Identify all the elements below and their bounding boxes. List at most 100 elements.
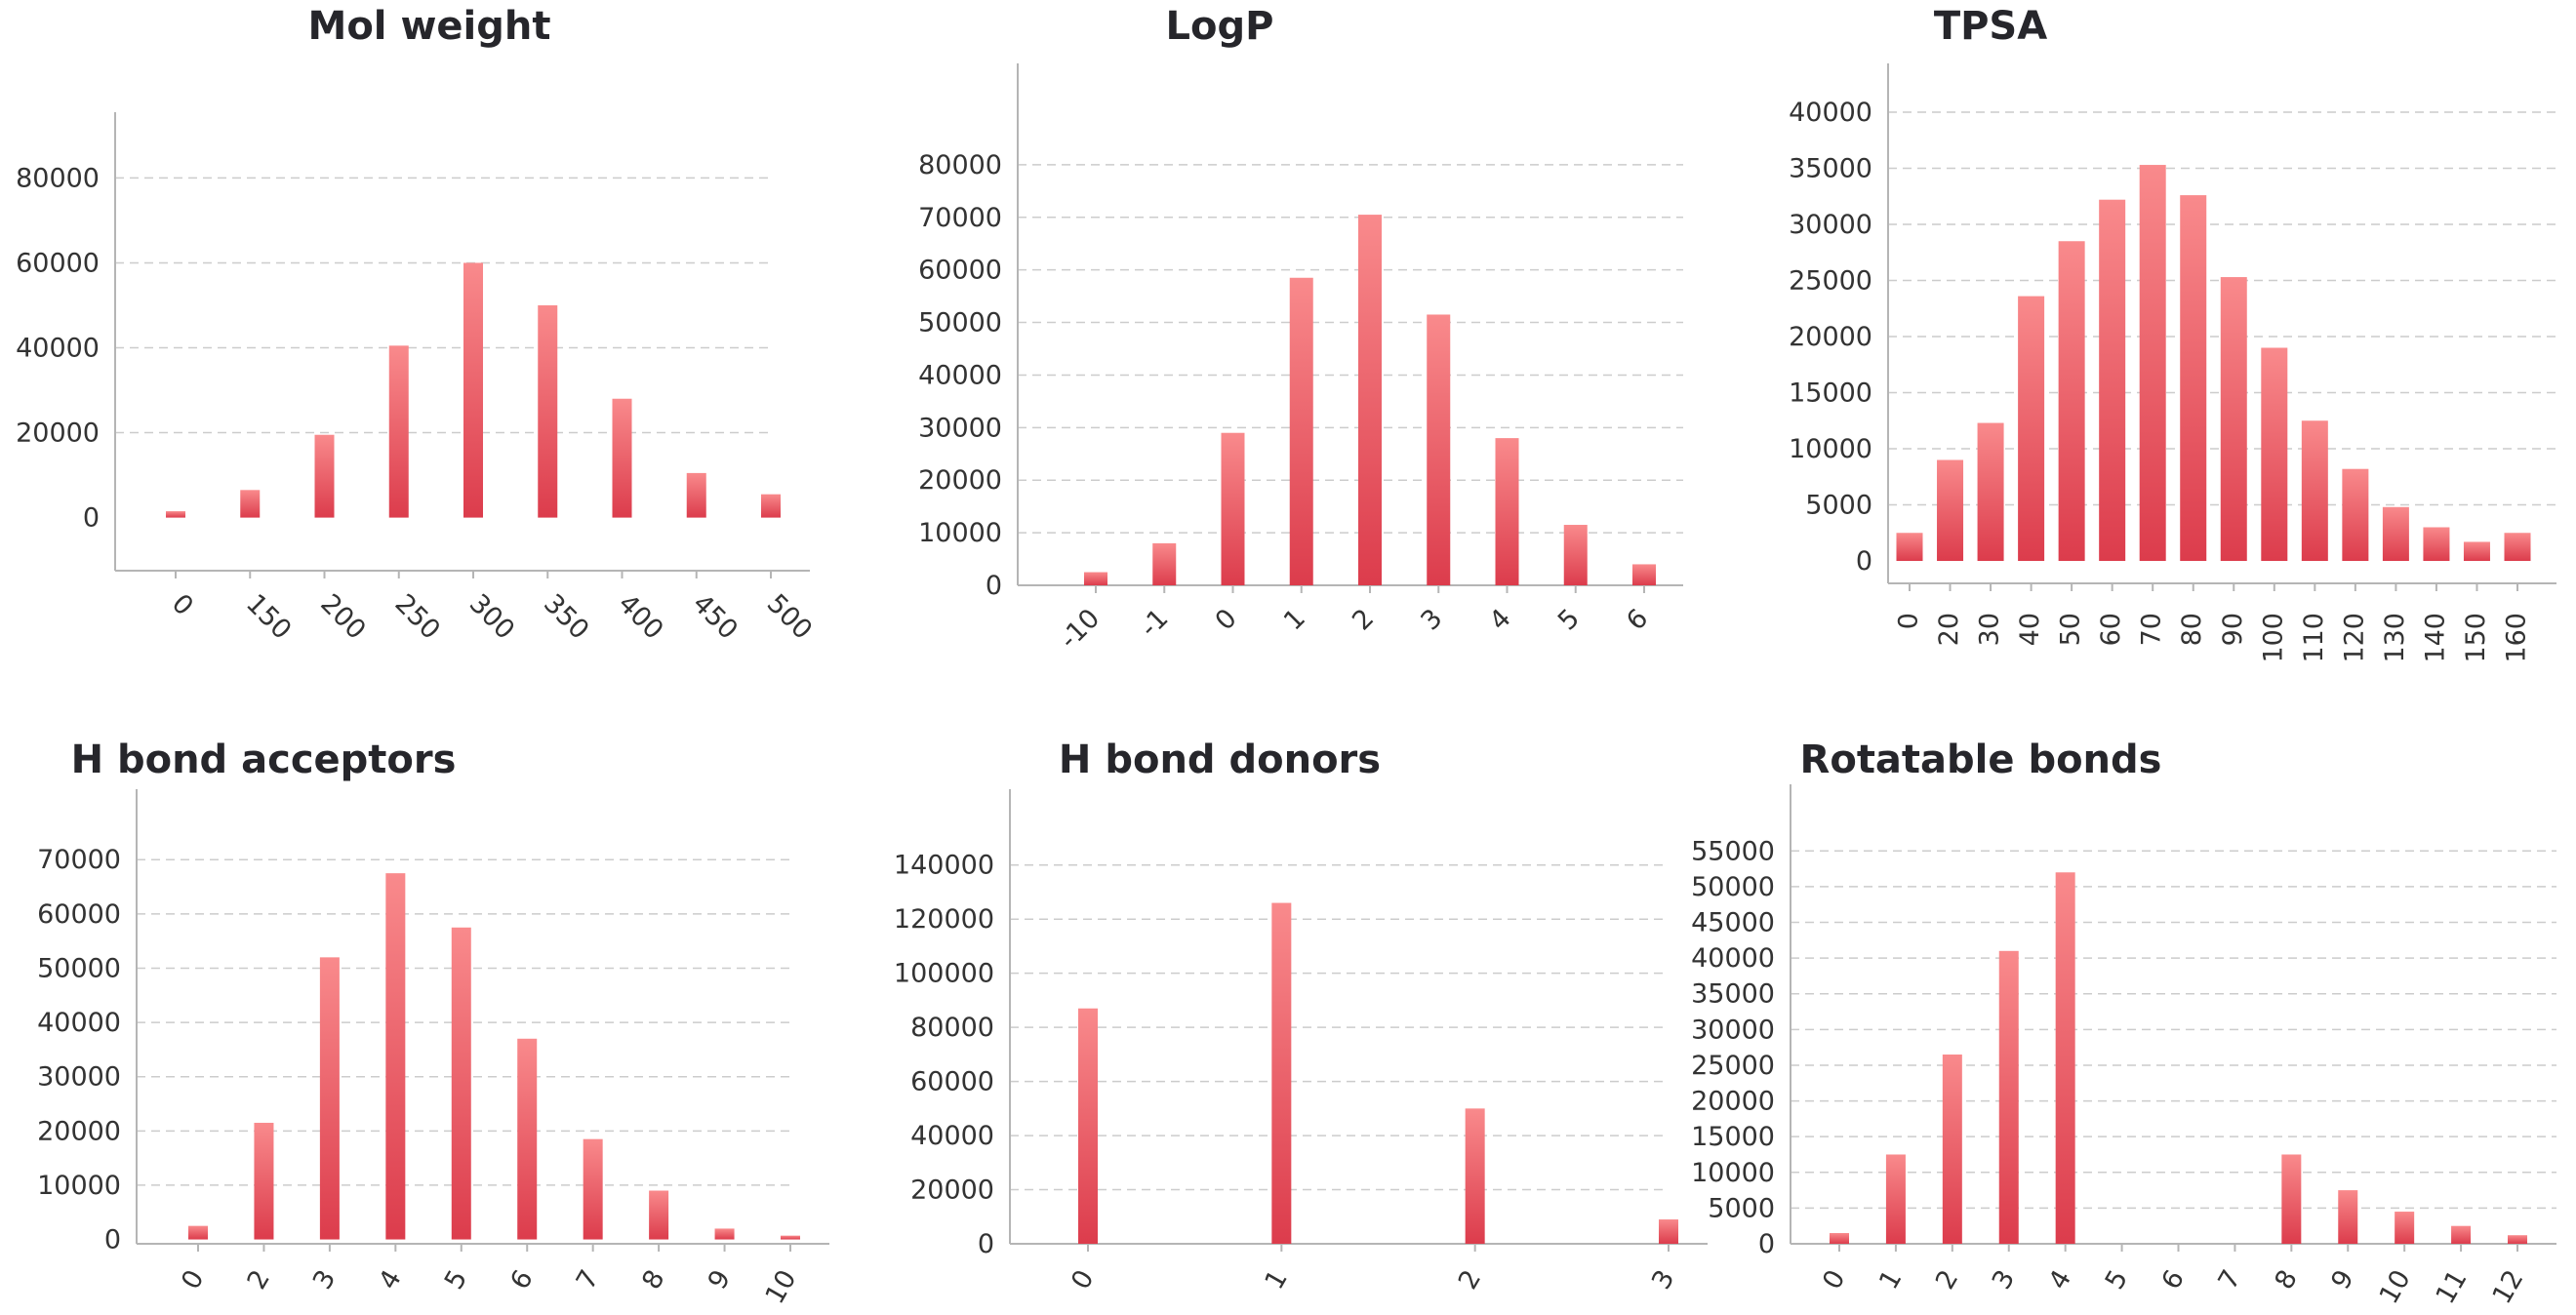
x-tick-label: 350 (538, 588, 594, 645)
y-tick-label: 0 (1856, 546, 1872, 577)
x-tick-label: 300 (463, 588, 520, 645)
chart-title: TPSA (1933, 4, 2048, 49)
bar (2342, 468, 2369, 561)
x-tick-label: -10 (1054, 603, 1106, 655)
bar (649, 1190, 669, 1240)
bar (2301, 420, 2328, 561)
bar (1937, 459, 1964, 561)
bar (1358, 215, 1382, 586)
y-tick-label: 25000 (1691, 1051, 1775, 1081)
y-tick-label: 20000 (918, 465, 1002, 496)
x-tick-label: 20 (1934, 613, 1964, 646)
bar (2451, 1225, 2472, 1244)
x-tick-label: 140 (2420, 613, 2450, 663)
y-tick-label: 20000 (1789, 322, 1872, 352)
bar (1885, 1154, 1906, 1244)
bar (2504, 533, 2531, 561)
chart-panel-tpsa: TPSA 0 5000 10000 15000 20000 25000 30000 35000… (1717, 0, 2576, 663)
x-tick-label: 6 (1621, 603, 1654, 636)
chart-svg-logp: 0 10000 20000 30000 40000 50000 60000 70000 8000… (918, 63, 1683, 655)
bar (583, 1138, 603, 1240)
chart-panel-logp: LogP 0 10000 20000 30000 40000 50000 60000 7000… (859, 0, 1717, 658)
bar (1563, 525, 1588, 585)
y-tick-label: 30000 (37, 1062, 121, 1093)
x-tick-label: 6 (2156, 1265, 2191, 1295)
bar (2395, 1212, 2415, 1244)
x-tick-label: 3 (1646, 1265, 1680, 1295)
chart-svg-h-bond-acceptors: 0 10000 20000 30000 40000 50000 60000 70000 0 2 3 4… (37, 789, 829, 1309)
y-tick-label: 20000 (910, 1176, 994, 1206)
y-tick-label: 100000 (894, 959, 994, 989)
x-tick-label: 110 (2299, 613, 2329, 663)
chart-title: LogP (1165, 4, 1274, 49)
bar (1465, 1108, 1485, 1244)
bar (451, 927, 471, 1240)
x-tick-label: 0 (1894, 613, 1924, 629)
x-tick-label: 500 (761, 588, 818, 645)
bar (463, 262, 483, 518)
bar (2382, 506, 2409, 561)
x-tick-label: 4 (2043, 1265, 2077, 1295)
y-tick-label: 40000 (918, 360, 1002, 390)
x-tick-label: 200 (314, 588, 371, 645)
y-tick-label: 140000 (894, 851, 994, 881)
bar (686, 472, 706, 518)
x-tick-label: 4 (1484, 603, 1517, 636)
y-tick-label: 25000 (1789, 266, 1872, 297)
x-tick-label: 50 (2056, 613, 2086, 646)
y-tick-label: 60000 (910, 1067, 994, 1097)
x-tick-label: 3 (1987, 1265, 2021, 1295)
y-tick-label: 10000 (1691, 1158, 1775, 1188)
x-tick-label: 3 (307, 1265, 342, 1295)
x-tick-label: 5 (439, 1265, 473, 1295)
bar (714, 1228, 735, 1240)
y-tick-label: 10000 (1789, 434, 1872, 464)
y-tick-label: 20000 (16, 418, 100, 449)
chart-svg-mol-weight: 0 20000 40000 60000 80000 0 150 200 250 300 350 400… (16, 112, 818, 646)
bar (1152, 542, 1177, 585)
x-tick-label: 0 (1066, 1265, 1100, 1295)
y-tick-label: 70000 (37, 845, 121, 875)
y-tick-label: 80000 (16, 163, 100, 193)
bar (1942, 1054, 1962, 1244)
x-tick-label: 2 (242, 1265, 276, 1295)
bar (1998, 950, 2019, 1244)
x-tick-label: 100 (2258, 613, 2288, 663)
bar (1659, 1219, 1678, 1244)
bar (538, 304, 558, 518)
bar (319, 957, 340, 1240)
y-tick-label: 70000 (918, 203, 1002, 233)
y-tick-label: 30000 (1789, 210, 1872, 240)
bar (2139, 165, 2166, 562)
y-tick-label: 55000 (1691, 836, 1775, 866)
x-tick-label: 0 (166, 588, 199, 621)
bar (188, 1225, 208, 1240)
y-tick-label: 40000 (1789, 98, 1872, 128)
bar (2281, 1154, 2302, 1244)
bar (1495, 438, 1519, 585)
bar (1896, 533, 1923, 561)
x-tick-label: 30 (1975, 613, 2005, 646)
bar (2463, 541, 2490, 561)
chart-svg-tpsa: 0 5000 10000 15000 20000 25000 30000 35000 40000… (1789, 63, 2556, 663)
bar (761, 494, 781, 518)
x-tick-label: 160 (2502, 613, 2532, 663)
x-tick-label: 12 (2487, 1265, 2530, 1309)
y-tick-label: 15000 (1789, 379, 1872, 409)
x-tick-label: 9 (703, 1265, 737, 1295)
y-tick-label: 40000 (1691, 943, 1775, 974)
bar (2018, 296, 2045, 561)
y-tick-label: 35000 (1789, 154, 1872, 184)
x-tick-label: 9 (2325, 1265, 2359, 1295)
y-tick-label: 0 (978, 1229, 994, 1259)
y-tick-label: 40000 (37, 1008, 121, 1038)
y-tick-label: 50000 (37, 953, 121, 983)
x-tick-label: 2 (1453, 1265, 1487, 1295)
x-tick-label: 10 (2374, 1265, 2417, 1309)
y-tick-label: 80000 (918, 150, 1002, 180)
x-tick-label: 120 (2339, 613, 2369, 663)
bar (2058, 241, 2085, 561)
bar (388, 345, 409, 518)
bar (1221, 432, 1245, 585)
y-tick-label: 80000 (910, 1013, 994, 1043)
